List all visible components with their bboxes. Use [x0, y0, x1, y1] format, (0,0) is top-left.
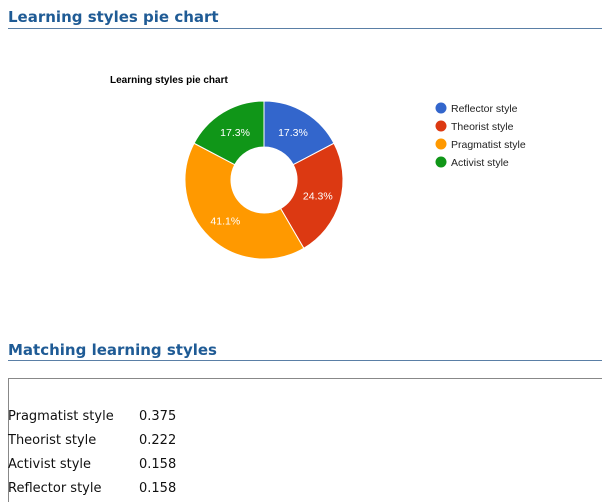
matching-row: Reflector style 0.158 [8, 476, 176, 500]
chart-legend: Reflector style Theorist style Pragmatist … [435, 102, 526, 169]
pie-slice-label-theorist-style: 24.3% [303, 190, 333, 202]
matching-section-heading: Matching learning styles [8, 341, 217, 359]
matching-results-table: Pragmatist style 0.375 Theorist style 0.222… [8, 404, 176, 500]
matching-results-panel [8, 378, 602, 502]
legend-label-pragmatist-style: Pragmatist style [451, 139, 526, 151]
pie-slice-labels: 17.3% 24.3% 41.1% 17.3% [210, 127, 332, 227]
legend-swatch-reflector-style [435, 102, 447, 114]
pie-chart-svg: Learning styles pie chart 17.3% 24.3% 41.1… [110, 75, 526, 260]
pie-slices [184, 100, 344, 260]
pie-slice-activist-style [193, 100, 265, 166]
chart-section-divider [8, 28, 602, 29]
matching-row: Pragmatist style 0.375 [8, 404, 176, 428]
matching-style-name: Activist style [8, 456, 92, 472]
pie-slice-label-pragmatist-style: 41.1% [210, 215, 240, 227]
learning-styles-pie-chart: Learning styles pie chart 17.3% 24.3% 41.1… [0, 60, 602, 290]
matching-style-name: Pragmatist style [8, 408, 114, 424]
legend-label-reflector-style: Reflector style [451, 103, 518, 115]
matching-section-divider [8, 360, 602, 361]
matching-style-name: Reflector style [8, 480, 102, 496]
matching-row: Activist style 0.158 [8, 452, 176, 476]
pie-slice-pragmatist-style [184, 142, 305, 260]
legend-label-activist-style: Activist style [451, 157, 509, 169]
matching-style-score: 0.158 [139, 480, 177, 496]
matching-style-name: Theorist style [8, 432, 97, 448]
legend-swatch-activist-style [435, 156, 447, 168]
matching-style-score: 0.375 [139, 408, 177, 424]
matching-row: Theorist style 0.222 [8, 428, 176, 452]
legend-swatch-theorist-style [435, 120, 447, 132]
chart-section-heading: Learning styles pie chart [8, 8, 219, 26]
legend-swatch-pragmatist-style [435, 138, 447, 150]
pie-slice-label-activist-style: 17.3% [220, 127, 250, 139]
chart-title: Learning styles pie chart [110, 75, 228, 86]
pie-slice-label-reflector-style: 17.3% [278, 127, 308, 139]
pie-slice-theorist-style [279, 142, 344, 249]
matching-style-score: 0.158 [139, 456, 177, 472]
legend-label-theorist-style: Theorist style [451, 121, 514, 133]
matching-style-score: 0.222 [139, 432, 177, 448]
